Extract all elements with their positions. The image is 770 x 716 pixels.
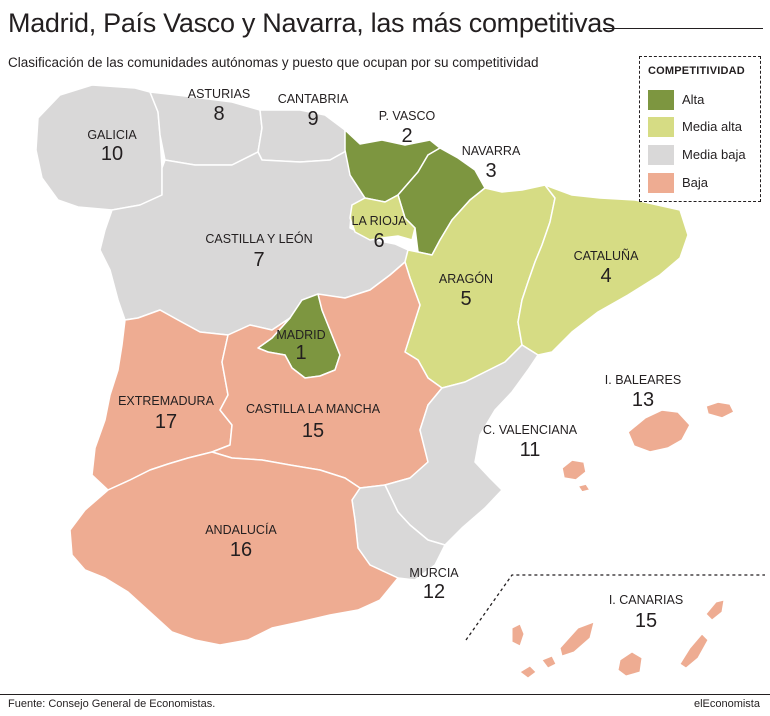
region-label-murcia: MURCIA [409,566,459,580]
region-rank-extremadura: 17 [155,411,177,433]
legend-swatch [648,117,674,137]
page-title: Madrid, País Vasco y Navarra, las más co… [8,8,616,38]
region-la-rioja [349,194,416,241]
region-label-cataluna: CATALUÑA [574,249,639,263]
island-la-palma [511,623,525,647]
region-rank-murcia: 12 [423,581,445,603]
region-label-aragon: ARAGÓN [439,271,493,286]
region-rank-castilla-la-mancha: 15 [302,420,324,442]
island-ibiza [561,459,587,481]
legend: COMPETITIVIDAD Alta Media alta Media baj… [639,56,761,202]
source-note: Fuente: Consejo General de Economistas. [8,698,216,710]
region-rank-galicia: 10 [101,143,123,165]
region-rank-navarra: 3 [485,160,496,182]
legend-swatch [648,173,674,193]
region-label-i-canarias: I. CANARIAS [609,593,683,607]
region-rank-i-canarias: 15 [635,610,657,632]
region-cataluna [517,184,689,356]
legend-swatch [648,90,674,110]
legend-title: COMPETITIVIDAD [648,65,745,77]
region-rank-madrid: 1 [295,342,306,364]
title-rule [603,28,763,29]
footer-rule [0,694,770,695]
region-label-castilla-y-leon: CASTILLA Y LEÓN [205,231,312,246]
region-rank-castilla-y-leon: 7 [253,249,264,271]
region-rank-andalucia: 16 [230,539,252,561]
region-rank-asturias: 8 [213,103,224,125]
region-rank-aragon: 5 [460,288,471,310]
region-cantabria [257,109,349,163]
region-label-cantabria: CANTABRIA [278,92,349,106]
legend-label: Media baja [682,147,746,162]
region-valencia [384,344,539,546]
legend-swatch [648,145,674,165]
region-label-madrid: MADRID [276,328,325,342]
legend-label: Alta [682,92,705,107]
region-asturias [149,91,263,166]
region-label-extremadura: EXTREMADURA [118,394,215,408]
region-rank-cantabria: 9 [307,108,318,130]
legend-label: Baja [682,175,709,190]
region-rank-cataluna: 4 [600,265,611,287]
region-rank-i-baleares: 13 [632,389,654,411]
island-formentera [577,483,591,493]
island-tenerife [559,621,595,657]
island-la-gomera [541,655,557,669]
region-label-c-valenciana: C. VALENCIANA [483,423,578,437]
island-mallorca [627,409,691,453]
region-label-asturias: ASTURIAS [188,87,251,101]
region-rank-c-valenciana: 11 [520,439,541,461]
region-label-andalucia: ANDALUCÍA [205,522,277,537]
region-label-i-baleares: I. BALEARES [605,373,681,387]
island-menorca [705,401,735,419]
page-subtitle: Clasificación de las comunidades autónom… [8,55,539,70]
region-label-galicia: GALICIA [87,128,137,142]
region-label-p-vasco: P. VASCO [379,109,436,123]
island-fuerteventura [679,633,709,669]
region-rank-p-vasco: 2 [401,125,412,147]
region-label-la-rioja: LA RIOJA [352,214,408,228]
canarias-inset-frame [465,574,765,641]
region-galicia [35,84,163,211]
island-gran-canaria [617,651,643,677]
island-el-hierro [519,665,537,679]
region-rank-la-rioja: 6 [373,230,384,252]
island-lanzarote [705,599,725,621]
legend-label: Media alta [682,119,742,134]
region-andalucia [69,451,399,646]
brand-logo-text: elEconomista [693,698,760,710]
region-label-castilla-la-mancha: CASTILLA LA MANCHA [246,402,381,416]
region-label-navarra: NAVARRA [462,144,521,158]
